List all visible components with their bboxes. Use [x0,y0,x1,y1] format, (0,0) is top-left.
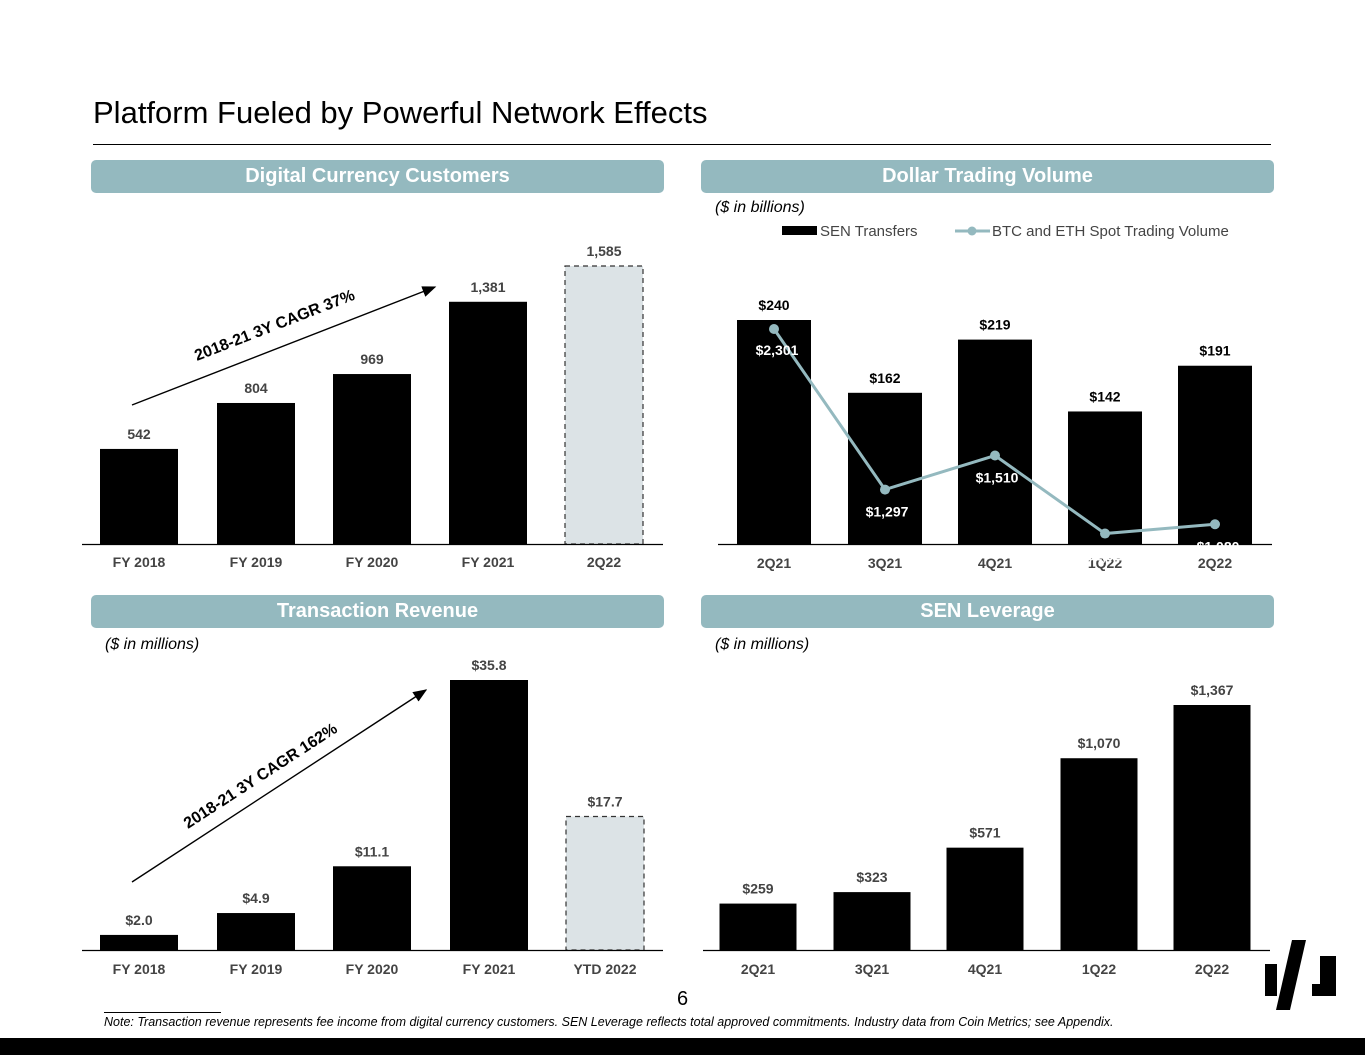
volume-bar [1068,411,1142,544]
volume-line-label: $1,022 [1087,548,1130,564]
volume-value-label: $219 [979,317,1010,333]
customers-bar [217,402,295,544]
volume-legend-bar-label: SEN Transfers [820,223,918,240]
leverage-value-label: $1,367 [1191,682,1234,698]
customers-panel-header: Digital Currency Customers [91,160,664,193]
volume-panel-header: Dollar Trading Volume [701,160,1274,193]
customers-value-label: 969 [360,351,384,367]
customers-cagr-label: 2018-21 3Y CAGR 37% [192,287,357,365]
customers-bar [100,448,178,544]
revenue-bar [565,815,645,951]
customers-tick-label: FY 2020 [346,554,399,570]
footnote-divider [104,1012,221,1013]
leverage-bar [833,892,911,950]
volume-legend-line-label: BTC and ETH Spot Trading Volume [992,223,1229,240]
revenue-value-label: $11.1 [355,843,389,859]
revenue-cagr-label: 2018-21 3Y CAGR 162% [181,720,341,832]
revenue-panel-header: Transaction Revenue [91,595,664,628]
leverage-bar [719,903,797,950]
revenue-bar [450,680,528,950]
revenue-value-label: $35.8 [471,657,506,673]
leverage-bar [1173,705,1251,950]
revenue-unit-note: ($ in millions) [105,636,200,653]
leverage-panel-header: SEN Leverage [701,595,1274,628]
footnote: Note: Transaction revenue represents fee… [104,1015,1114,1029]
volume-line-label: $1,297 [866,504,909,520]
revenue-value-label: $17.7 [587,794,622,810]
volume-value-label: $191 [1199,343,1230,359]
revenue-tick-label: FY 2021 [463,961,516,977]
brand-logo-icon [1265,940,1336,1010]
customers-value-label: 804 [244,380,268,396]
volume-bar [737,320,811,544]
page-number: 6 [676,988,689,1010]
volume-tick-label: 1Q22 [1088,555,1122,571]
leverage-tick-label: 2Q22 [1195,961,1229,977]
customers-bar [449,301,527,544]
leverage-value-label: $571 [969,825,1000,841]
revenue-cagr-arrow [131,689,428,883]
footer-bar [0,1038,1365,1055]
volume-line-point [990,450,1000,461]
leverage-tick-label: 1Q22 [1082,961,1116,977]
volume-bar [958,339,1032,544]
revenue-tick-label: YTD 2022 [573,961,636,977]
volume-line-label: $1,510 [976,470,1019,486]
volume-value-label: $162 [869,370,900,386]
leverage-value-label: $259 [742,881,773,897]
volume-tick-label: 2Q22 [1198,555,1232,571]
volume-value-label: $240 [758,297,789,313]
volume-line-point [769,324,779,334]
revenue-value-label: $4.9 [242,890,269,906]
volume-tick-label: 4Q21 [978,555,1012,571]
revenue-bar [217,913,295,950]
volume-legend-line-marker [967,226,977,236]
volume-line-point [1100,528,1110,539]
volume-line-point [1210,519,1220,530]
leverage-unit-note: ($ in millions) [715,636,810,653]
volume-tick-label: 3Q21 [868,555,902,571]
customers-tick-label: FY 2021 [462,554,515,570]
customers-cagr-arrow [131,286,437,406]
revenue-tick-label: FY 2019 [230,961,283,977]
volume-unit-note: ($ in billions) [715,199,805,216]
leverage-bar [1060,758,1138,950]
volume-bar [1178,365,1252,544]
customers-tick-label: 2Q22 [587,554,621,570]
customers-tick-label: FY 2018 [113,554,166,570]
leverage-value-label: $323 [856,869,887,885]
leverage-tick-label: 2Q21 [741,961,775,977]
customers-value-label: 542 [127,426,151,442]
volume-line-label: $1,080 [1197,538,1240,554]
revenue-tick-label: FY 2018 [113,961,166,977]
page-title: Platform Fueled by Powerful Network Effe… [93,95,708,130]
revenue-bar [100,934,178,950]
volume-tick-label: 2Q21 [757,555,791,571]
volume-bar [848,392,922,544]
leverage-tick-label: 3Q21 [855,961,889,977]
customers-value-label: 1,585 [586,243,621,259]
customers-tick-label: FY 2019 [230,554,283,570]
customers-bar [564,265,644,545]
volume-value-label: $142 [1089,388,1120,404]
leverage-bar [946,847,1024,950]
revenue-value-label: $2.0 [125,912,152,928]
volume-legend-bar-swatch [782,226,817,235]
title-divider [93,144,1271,145]
leverage-value-label: $1,070 [1078,735,1121,751]
customers-bar [333,374,411,544]
volume-line-label: $2,301 [756,342,799,358]
customers-value-label: 1,381 [470,279,505,295]
revenue-tick-label: FY 2020 [346,961,399,977]
volume-line-point [880,484,890,495]
leverage-tick-label: 4Q21 [968,961,1002,977]
revenue-bar [333,866,411,950]
